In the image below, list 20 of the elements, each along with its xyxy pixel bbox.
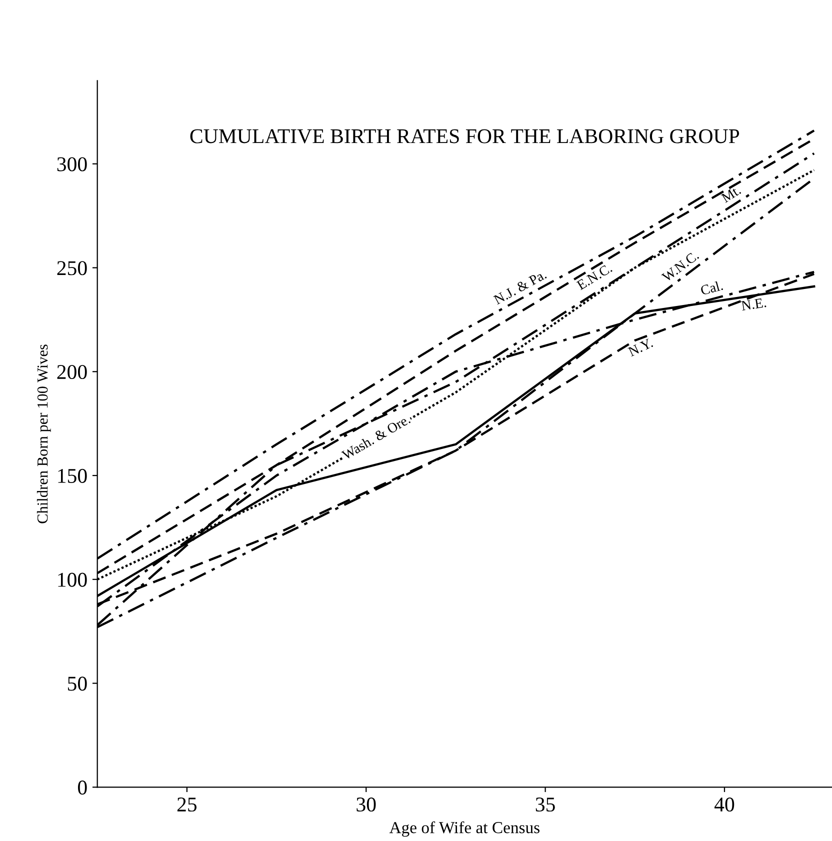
y-tick-label: 150: [58, 468, 87, 483]
y-tick-label: 200: [57, 364, 87, 380]
text: N.Y.: [628, 338, 654, 357]
y-tick-label: 100: [58, 572, 87, 587]
y-tick-label: 300: [57, 157, 87, 172]
y-axis-title: Children Born per 100 Wives: [36, 344, 51, 524]
text: CUMULATIVE BIRTH RATES FOR THE LABORING GROUP: [190, 129, 740, 144]
text: Wash. & Ore.: [340, 414, 411, 460]
y-tick-label: 50: [68, 676, 87, 691]
y-tick-label: 0: [78, 780, 87, 795]
x-tick-label: 25: [177, 798, 197, 812]
text: Mt.: [720, 185, 742, 204]
x-tick-label: 35: [536, 798, 555, 812]
text: N.E.: [741, 298, 766, 311]
text: Cal.: [700, 280, 724, 296]
x-tick-label: 40: [714, 798, 734, 812]
y-tick-label: 250: [57, 261, 87, 276]
x-axis-title: Age of Wife at Census: [389, 821, 540, 837]
x-tick-label: 30: [356, 798, 376, 812]
text: N.J. & Pa.: [493, 270, 547, 305]
